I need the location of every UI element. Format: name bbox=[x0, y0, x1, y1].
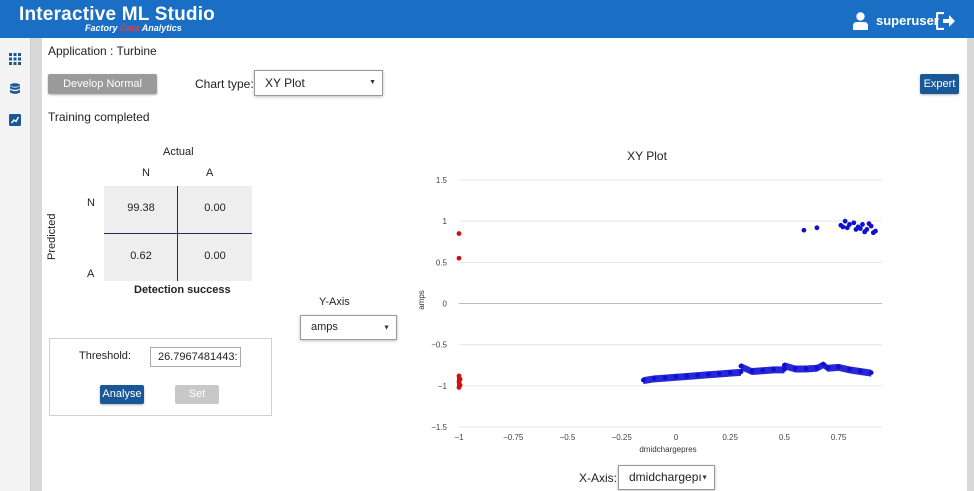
y-tick-label: −1.5 bbox=[431, 423, 447, 432]
threshold-panel bbox=[49, 338, 272, 416]
threshold-label: Threshold: bbox=[79, 350, 131, 362]
analyse-button[interactable]: Analyse bbox=[100, 385, 144, 404]
subtitle-factory: Factory bbox=[85, 23, 118, 33]
grid-icon[interactable] bbox=[9, 53, 21, 65]
scatter-point bbox=[456, 255, 462, 261]
matrix-cell-an: 0.62 bbox=[104, 233, 178, 281]
row-header-a: A bbox=[87, 268, 95, 280]
col-header-a: A bbox=[206, 167, 214, 179]
status-text: Training completed bbox=[48, 110, 150, 124]
chart-title: XY Plot bbox=[627, 149, 667, 163]
chart-type-select[interactable]: XY Plot ▼ bbox=[254, 70, 383, 96]
sidebar bbox=[0, 38, 31, 491]
matrix-cell-nn: 99.38 bbox=[104, 186, 178, 233]
x-tick-label: 0.75 bbox=[831, 433, 847, 442]
y-axis-label: Y-Axis bbox=[319, 296, 350, 308]
scatter-point bbox=[842, 218, 848, 224]
row-header-n: N bbox=[87, 197, 95, 209]
subtitle-data: Data bbox=[120, 23, 140, 33]
scatter-point bbox=[873, 228, 878, 234]
scatter-point bbox=[857, 226, 863, 231]
chevron-down-icon: ▼ bbox=[383, 324, 390, 331]
user-icon[interactable] bbox=[853, 12, 868, 30]
x-axis-title: dmidchargepres bbox=[639, 445, 696, 454]
scatter-point bbox=[866, 221, 872, 227]
anomaly-cluster-band bbox=[457, 375, 461, 389]
x-tick-label: 0.25 bbox=[722, 433, 738, 442]
scatter-point bbox=[456, 231, 462, 236]
scatter-point bbox=[844, 225, 850, 231]
chart-type-value: XY Plot bbox=[265, 76, 305, 90]
scatter-point bbox=[840, 224, 846, 230]
y-tick-label: 1 bbox=[443, 217, 448, 226]
xy-plot-chart: XY Plot −1.5 −1 −0.5 0 0.5 1 1.5 −1 −0.75 −0.5 −0… bbox=[417, 149, 882, 454]
y-tick-label: −1 bbox=[438, 382, 448, 391]
scatter-point bbox=[801, 227, 807, 233]
x-axis-label: X-Axis: bbox=[579, 471, 618, 485]
scatter-point bbox=[853, 227, 859, 232]
x-tick-label: −0.5 bbox=[560, 433, 576, 442]
user-name[interactable]: superuser bbox=[876, 13, 939, 28]
x-tick-label: −1 bbox=[454, 433, 464, 442]
database-icon[interactable] bbox=[9, 83, 21, 95]
chart-icon[interactable] bbox=[9, 114, 21, 126]
app-subtitle: Factory Data Analytics bbox=[85, 23, 182, 33]
logout-icon[interactable] bbox=[936, 12, 956, 30]
scatter-point bbox=[862, 229, 868, 235]
y-tick-label: 0 bbox=[443, 300, 448, 309]
y-tick-label: 0.5 bbox=[436, 258, 448, 267]
app-title: Interactive ML Studio bbox=[19, 4, 215, 25]
threshold-input[interactable]: 26.7967481443: bbox=[150, 347, 241, 367]
x-axis-value: dmidchargepı bbox=[629, 470, 702, 484]
normal-cluster-band bbox=[643, 361, 872, 385]
chevron-down-icon: ▼ bbox=[369, 79, 376, 86]
x-tick-label: 0 bbox=[674, 433, 679, 442]
chevron-down-icon: ▼ bbox=[701, 474, 708, 481]
predicted-label: Predicted bbox=[46, 213, 58, 260]
matrix-cell-na: 0.00 bbox=[178, 186, 252, 233]
actual-label: Actual bbox=[163, 146, 194, 158]
top-bar: Interactive ML Studio Factory Data Analy… bbox=[0, 0, 974, 38]
application-label: Application : Turbine bbox=[48, 44, 157, 58]
subtitle-analytics: Analytics bbox=[141, 23, 182, 33]
detection-success-label: Detection success bbox=[134, 284, 231, 296]
y-axis-value: amps bbox=[311, 321, 338, 333]
x-tick-label: −0.75 bbox=[503, 433, 524, 442]
y-tick-label: −0.5 bbox=[431, 341, 447, 350]
scatter-point bbox=[860, 222, 865, 227]
scatter-point bbox=[814, 225, 820, 231]
matrix-cell-aa: 0.00 bbox=[178, 233, 252, 281]
y-tick-label: 1.5 bbox=[436, 176, 448, 185]
scatter-point bbox=[851, 220, 857, 226]
develop-normal-model-button[interactable]: Develop Normal Model bbox=[48, 74, 157, 110]
x-tick-label: 0.5 bbox=[779, 433, 791, 442]
expert-button[interactable]: Expert bbox=[920, 74, 959, 94]
x-axis-select[interactable]: dmidchargepı ▼ bbox=[618, 465, 715, 490]
x-tick-label: −0.25 bbox=[612, 433, 633, 442]
y-axis-select[interactable]: amps ▼ bbox=[300, 315, 397, 340]
y-axis-title: amps bbox=[417, 290, 426, 310]
set-button[interactable]: Set bbox=[175, 385, 219, 404]
col-header-n: N bbox=[142, 167, 150, 179]
matrix-divider-h bbox=[104, 233, 252, 234]
chart-type-label: Chart type: bbox=[195, 77, 254, 91]
